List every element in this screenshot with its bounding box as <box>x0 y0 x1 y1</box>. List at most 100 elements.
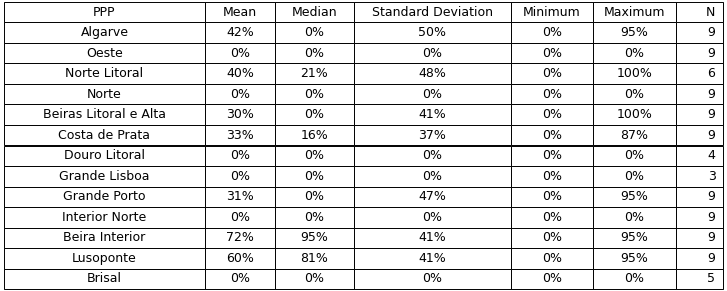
Text: Maximum: Maximum <box>603 6 665 19</box>
Text: 0%: 0% <box>542 88 562 101</box>
Bar <box>276 63 354 84</box>
Bar <box>4 2 204 22</box>
Text: Interior Norte: Interior Norte <box>63 211 147 224</box>
Bar <box>510 22 593 43</box>
Bar <box>354 248 510 269</box>
Text: 0%: 0% <box>230 211 250 224</box>
Bar <box>4 84 204 104</box>
Bar <box>354 187 510 207</box>
Bar <box>354 228 510 248</box>
Text: 0%: 0% <box>542 231 562 244</box>
Bar <box>4 63 204 84</box>
Text: 95%: 95% <box>620 231 648 244</box>
Bar <box>204 63 276 84</box>
Bar <box>675 125 723 146</box>
Bar <box>510 43 593 63</box>
Bar <box>204 248 276 269</box>
Text: 95%: 95% <box>620 190 648 203</box>
Text: 0%: 0% <box>542 252 562 265</box>
Text: 0%: 0% <box>542 67 562 80</box>
Text: 0%: 0% <box>542 190 562 203</box>
Text: 0%: 0% <box>305 149 324 162</box>
Bar <box>510 125 593 146</box>
Bar <box>593 43 675 63</box>
Text: N: N <box>706 6 715 19</box>
Text: 0%: 0% <box>422 88 442 101</box>
Bar <box>4 207 204 228</box>
Bar <box>204 84 276 104</box>
Text: 30%: 30% <box>226 108 254 121</box>
Text: Grande Lisboa: Grande Lisboa <box>59 170 150 183</box>
Text: 72%: 72% <box>226 231 254 244</box>
Bar <box>354 146 510 166</box>
Text: 0%: 0% <box>230 170 250 183</box>
Text: 0%: 0% <box>624 170 644 183</box>
Text: 41%: 41% <box>418 108 446 121</box>
Bar <box>204 22 276 43</box>
Text: 47%: 47% <box>418 190 446 203</box>
Text: 41%: 41% <box>418 231 446 244</box>
Bar <box>593 166 675 187</box>
Bar <box>593 248 675 269</box>
Bar <box>510 84 593 104</box>
Text: 0%: 0% <box>624 149 644 162</box>
Text: 0%: 0% <box>305 272 324 285</box>
Bar <box>354 166 510 187</box>
Text: Standard Deviation: Standard Deviation <box>371 6 493 19</box>
Text: Median: Median <box>292 6 337 19</box>
Text: 81%: 81% <box>300 252 329 265</box>
Text: 9: 9 <box>707 231 715 244</box>
Text: 3: 3 <box>707 170 715 183</box>
Text: Costa de Prata: Costa de Prata <box>58 129 150 142</box>
Text: Oeste: Oeste <box>86 47 123 60</box>
Bar <box>593 84 675 104</box>
Bar <box>593 207 675 228</box>
Bar <box>354 125 510 146</box>
Text: 0%: 0% <box>305 211 324 224</box>
Bar <box>204 104 276 125</box>
Bar <box>354 84 510 104</box>
Bar <box>4 22 204 43</box>
Text: 0%: 0% <box>422 149 442 162</box>
Bar <box>593 125 675 146</box>
Bar <box>204 187 276 207</box>
Bar <box>593 104 675 125</box>
Bar <box>675 104 723 125</box>
Text: 9: 9 <box>707 88 715 101</box>
Text: PPP: PPP <box>93 6 116 19</box>
Bar <box>675 43 723 63</box>
Bar <box>276 187 354 207</box>
Text: 0%: 0% <box>305 26 324 39</box>
Bar <box>276 22 354 43</box>
Text: 0%: 0% <box>542 26 562 39</box>
Text: 0%: 0% <box>230 47 250 60</box>
Bar <box>4 187 204 207</box>
Bar <box>354 269 510 289</box>
Bar <box>276 228 354 248</box>
Bar <box>593 2 675 22</box>
Text: 95%: 95% <box>300 231 329 244</box>
Bar <box>4 269 204 289</box>
Text: 48%: 48% <box>418 67 446 80</box>
Bar <box>510 2 593 22</box>
Text: 87%: 87% <box>620 129 648 142</box>
Text: 0%: 0% <box>624 211 644 224</box>
Bar <box>593 22 675 43</box>
Bar <box>593 269 675 289</box>
Bar <box>510 248 593 269</box>
Text: 95%: 95% <box>620 252 648 265</box>
Bar <box>276 84 354 104</box>
Bar <box>276 2 354 22</box>
Text: 6: 6 <box>707 67 715 80</box>
Bar <box>204 125 276 146</box>
Bar <box>510 166 593 187</box>
Text: 0%: 0% <box>624 272 644 285</box>
Text: Minimum: Minimum <box>523 6 581 19</box>
Text: 0%: 0% <box>542 211 562 224</box>
Text: 60%: 60% <box>226 252 254 265</box>
Text: 0%: 0% <box>422 170 442 183</box>
Text: 0%: 0% <box>305 108 324 121</box>
Text: Norte: Norte <box>87 88 122 101</box>
Bar <box>675 187 723 207</box>
Text: 0%: 0% <box>542 149 562 162</box>
